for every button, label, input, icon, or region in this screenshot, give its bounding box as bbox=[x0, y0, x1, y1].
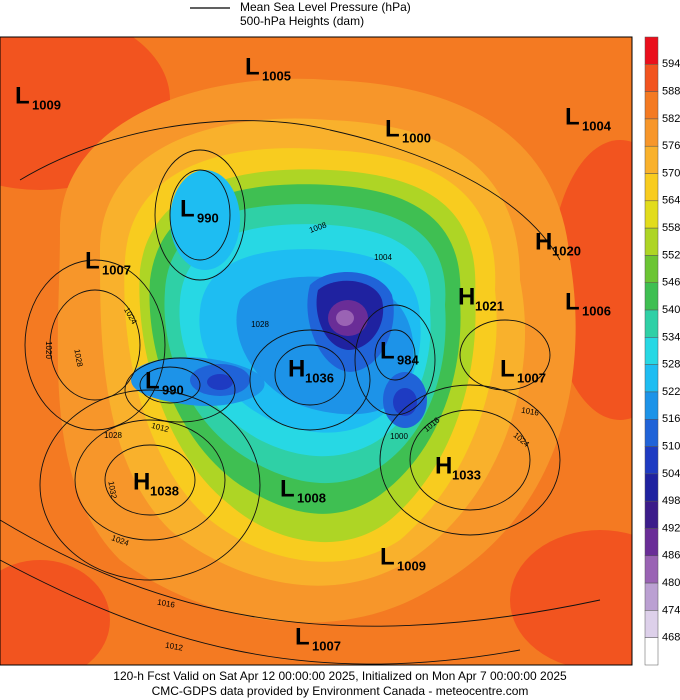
contour-label: 1000 bbox=[390, 432, 408, 441]
colorbar-label: 504 bbox=[662, 468, 680, 480]
pressure-center-letter: L bbox=[565, 103, 580, 130]
pressure-center-letter: L bbox=[565, 288, 580, 315]
pressure-center-value: 1020 bbox=[552, 243, 581, 258]
pressure-center-letter: L bbox=[500, 355, 515, 382]
colorbar-label: 528 bbox=[662, 359, 680, 371]
colorbar-box bbox=[644, 118, 659, 147]
legend-line-label: Mean Sea Level Pressure (hPa) bbox=[240, 0, 411, 14]
colorbar-box bbox=[644, 637, 659, 666]
colorbar-label: 540 bbox=[662, 304, 680, 316]
colorbar-box bbox=[644, 145, 659, 174]
contour-label: 1012 bbox=[165, 641, 185, 653]
colorbar-label: 474 bbox=[662, 604, 680, 616]
colorbar-box bbox=[644, 473, 659, 502]
colorbar-box bbox=[644, 309, 659, 338]
pressure-center-value: 1005 bbox=[262, 68, 291, 83]
colorbar-label: 492 bbox=[662, 522, 680, 534]
pressure-center-value: 1000 bbox=[402, 130, 431, 145]
footer-line: CMC-GDPS data provided by Environment Ca… bbox=[152, 684, 529, 698]
colorbar-box bbox=[644, 446, 659, 475]
map-field bbox=[0, 36, 633, 666]
contour-label: 1016 bbox=[521, 406, 541, 418]
colorbar-box bbox=[644, 419, 659, 447]
colorbar-label: 486 bbox=[662, 550, 680, 562]
colorbar-box bbox=[644, 227, 659, 256]
colorbar-label: 480 bbox=[662, 577, 680, 589]
colorbar-label: 534 bbox=[662, 331, 680, 343]
colorbar-label: 582 bbox=[662, 113, 680, 125]
pressure-center-letter: L bbox=[85, 247, 100, 274]
colorbar-box bbox=[644, 582, 659, 611]
pressure-center-letter: H bbox=[133, 468, 150, 495]
pressure-center-letter: H bbox=[435, 452, 452, 479]
pressure-center-letter: L bbox=[245, 53, 260, 80]
contour-label: 1028 bbox=[104, 431, 122, 440]
colorbar-label: 570 bbox=[662, 167, 680, 179]
colorbar-box bbox=[644, 500, 659, 529]
pressure-center-value: 1033 bbox=[452, 467, 481, 482]
contour-label: 1004 bbox=[374, 253, 392, 262]
colorbar-label: 546 bbox=[662, 277, 680, 289]
colorbar-box bbox=[644, 282, 659, 311]
colorbar-label: 576 bbox=[662, 140, 680, 152]
contour-label: 1032 bbox=[106, 480, 118, 500]
pressure-center-letter: H bbox=[288, 355, 305, 382]
footer-line: 120-h Fcst Valid on Sat Apr 12 00:00:00 … bbox=[113, 669, 567, 683]
colorbar-label: 594 bbox=[662, 58, 680, 70]
contour-label: 1028 bbox=[72, 348, 84, 368]
colorbar-label: 552 bbox=[662, 249, 680, 261]
colorbar-label: 516 bbox=[662, 413, 680, 425]
colorbar-box bbox=[644, 255, 659, 283]
colorbar-box bbox=[644, 555, 659, 584]
colorbar-box bbox=[644, 337, 659, 365]
pressure-center-value: 1036 bbox=[305, 370, 334, 385]
colorbar-box bbox=[644, 173, 659, 202]
colorbar-label: 588 bbox=[662, 86, 680, 98]
pressure-center-value: 1004 bbox=[582, 118, 612, 133]
colorbar-box bbox=[644, 64, 659, 92]
pressure-center-value: 1021 bbox=[475, 298, 504, 313]
pressure-center-letter: L bbox=[380, 543, 395, 570]
colorbar-box bbox=[644, 200, 659, 229]
colorbar-box bbox=[644, 36, 659, 65]
colorbar-label: 522 bbox=[662, 386, 680, 398]
pressure-center-value: 1008 bbox=[297, 490, 326, 505]
colorbar: 594 588 582 576 570 564 558 552 546 540 534 528 522 5… bbox=[644, 36, 680, 666]
colorbar-box bbox=[644, 364, 659, 393]
pressure-center-value: 1007 bbox=[102, 262, 131, 277]
pressure-center-letter: L bbox=[295, 623, 310, 650]
legend-fill-label: 500-hPa Heights (dam) bbox=[240, 14, 364, 28]
pressure-center-value: 1009 bbox=[32, 97, 61, 112]
pressure-center-letter: L bbox=[380, 337, 395, 364]
pressure-center-letter: H bbox=[535, 228, 552, 255]
colorbar-label: 468 bbox=[662, 632, 680, 644]
pressure-center-value: 1038 bbox=[150, 483, 179, 498]
pressure-center-letter: L bbox=[180, 195, 195, 222]
colorbar-box bbox=[644, 610, 659, 638]
pressure-center-letter: H bbox=[458, 283, 475, 310]
colorbar-label: 564 bbox=[662, 195, 680, 207]
pressure-center-letter: L bbox=[145, 367, 160, 394]
colorbar-box bbox=[644, 528, 659, 557]
colorbar-label: 558 bbox=[662, 222, 680, 234]
colorbar-label: 510 bbox=[662, 440, 680, 452]
pressure-center-letter: L bbox=[15, 82, 30, 109]
contour-label: 1028 bbox=[251, 320, 269, 329]
pressure-center-value: 1007 bbox=[312, 638, 341, 653]
contour-label: 1016 bbox=[157, 598, 177, 610]
pressure-center-value: 984 bbox=[397, 352, 419, 367]
pressure-center-value: 1006 bbox=[582, 303, 611, 318]
pressure-center-value: 1009 bbox=[397, 558, 426, 573]
pressure-center-letter: L bbox=[385, 115, 400, 142]
colorbar-label: 498 bbox=[662, 495, 680, 507]
pressure-center-value: 990 bbox=[162, 382, 184, 397]
contour-label: 1020 bbox=[44, 341, 53, 359]
pressure-center-letter: L bbox=[280, 475, 295, 502]
pressure-center-value: 990 bbox=[197, 210, 219, 225]
pressure-center-value: 1007 bbox=[517, 370, 546, 385]
colorbar-box bbox=[644, 91, 659, 120]
colorbar-box bbox=[644, 391, 659, 420]
